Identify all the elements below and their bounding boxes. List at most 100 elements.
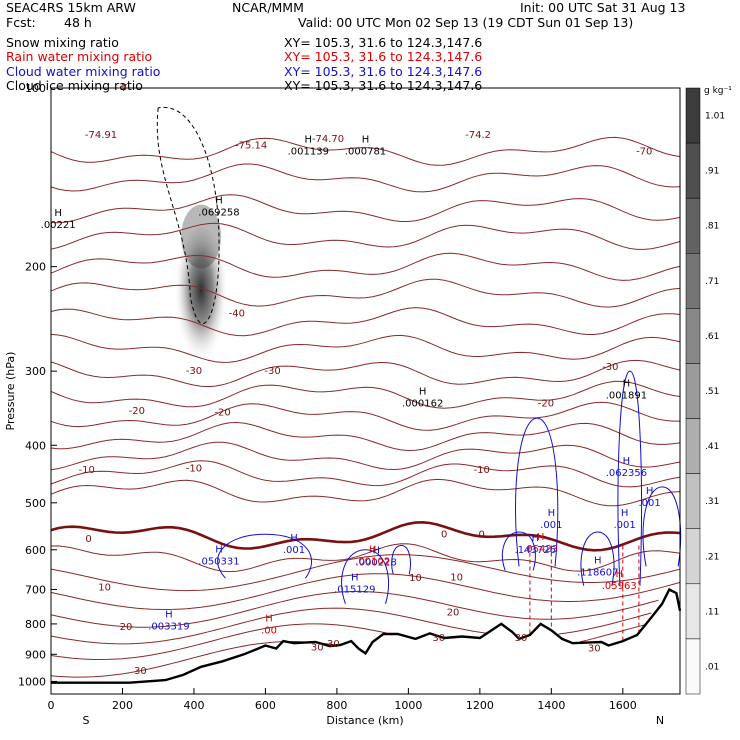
valid-time: Valid: 00 UTC Mon 02 Sep 13 (19 CDT Sun … xyxy=(298,15,634,30)
colorbar-unit: g kg⁻¹ xyxy=(704,86,732,96)
colorbar-swatch xyxy=(685,87,701,144)
contour-label: -74.70 xyxy=(312,134,344,145)
contour-label: -10 xyxy=(186,464,202,475)
contour-label: 30 xyxy=(134,666,147,677)
y-tick-label: 900 xyxy=(25,648,46,661)
maximum-value: .050331 xyxy=(198,557,239,568)
maximum-value: .05423 xyxy=(523,544,558,555)
model-title: SEAC4RS 15km ARW xyxy=(6,0,136,15)
maximum-value: .000228 xyxy=(356,557,397,568)
colorbar: 1.01 .91 .81 .71 .61 .51 .41 .31 .21 .11 .01 g kg⁻¹ xyxy=(685,86,732,695)
colorbar-swatch xyxy=(685,583,701,640)
contour-label: -75.14 xyxy=(235,141,267,152)
contour-label: -74.2 xyxy=(465,130,491,141)
cloud-water-contour-7 xyxy=(501,531,536,571)
colorbar-label: .01 xyxy=(705,662,719,672)
colorbar-label: .91 xyxy=(705,167,719,177)
temperature-contour-25 xyxy=(51,606,680,644)
contour-label: 10 xyxy=(98,583,111,594)
colorbar-label: .41 xyxy=(705,442,719,452)
colorbar-label: .31 xyxy=(705,497,719,507)
x-tick-label: 800 xyxy=(326,699,347,712)
contour-labels: -74.91 -7 -75.14 -74.70 -74.2 -70 -40 -30 -30 -30… xyxy=(41,83,661,677)
shaded-field-layer xyxy=(156,106,228,367)
maximum-value: .001 xyxy=(540,520,562,531)
contour-label: 30 xyxy=(327,639,340,650)
maximum-marker: H xyxy=(531,533,539,544)
contour-label: -20 xyxy=(214,407,230,418)
cloud-water-contours xyxy=(217,370,682,604)
maximum-marker: H xyxy=(372,545,380,556)
x-tick-label: 1000 xyxy=(394,699,422,712)
maximum-value: .118607 xyxy=(577,567,618,578)
cloud-water-contour-0 xyxy=(515,417,559,567)
maximum-value: .00221 xyxy=(41,220,76,231)
maximum-value: .143726 xyxy=(515,545,556,556)
contour-label: -70 xyxy=(636,147,652,158)
contour-label: 30 xyxy=(311,643,324,654)
maximum-value: .001 xyxy=(613,520,635,531)
maximum-value: .05963 xyxy=(602,581,637,592)
field-name-cloud-ice: Cloud ice mixing ratio xyxy=(6,78,143,93)
temperature-contour--60 xyxy=(50,222,681,250)
temperature-contour--35 xyxy=(50,359,681,388)
contour-label: -10 xyxy=(79,465,95,476)
temperature-contour-5 xyxy=(50,543,681,573)
cloud-water-contour-4 xyxy=(217,533,312,579)
south-label: S xyxy=(83,714,90,727)
contour-label: 0 xyxy=(478,529,484,540)
contour-label: 20 xyxy=(120,622,133,633)
x-tick-label: 400 xyxy=(183,699,204,712)
cloud-water-contour-2 xyxy=(642,486,682,567)
field-xy-cloud-water: XY= 105.3, 31.6 to 124.3,147.6 xyxy=(284,64,483,79)
contour-label: -30 xyxy=(264,366,280,377)
temperature-contour--10 xyxy=(50,460,681,488)
field-xy-rain: XY= 105.3, 31.6 to 124.3,147.6 xyxy=(284,49,483,64)
temperature-contour--55 xyxy=(50,252,681,281)
temperature-contour-0 xyxy=(50,520,681,552)
y-tick-label: 400 xyxy=(25,439,46,452)
maximum-marker: H xyxy=(623,379,631,390)
x-tick-label: 200 xyxy=(112,699,133,712)
maximum-marker: H xyxy=(362,135,370,146)
field-name-cloud-water: Cloud water mixing ratio xyxy=(6,64,161,79)
forecast-hours: 48 h xyxy=(64,15,92,30)
plot-frame xyxy=(50,87,681,695)
north-label: N xyxy=(656,714,664,727)
contour-label: 0 xyxy=(85,534,91,545)
colorbar-swatch xyxy=(685,142,701,199)
cloud-ice-shading xyxy=(175,226,228,367)
maximum-value: .001139 xyxy=(288,147,329,158)
contour-label: 30 xyxy=(515,633,528,644)
maximum-value: .00 xyxy=(261,625,277,636)
field-name-snow: Snow mixing ratio xyxy=(6,35,119,50)
contour-label: 20 xyxy=(447,607,460,618)
colorbar-label: .61 xyxy=(705,332,719,342)
temperature-contour--65 xyxy=(50,194,681,224)
axes: 0 200 400 600 800 1000 1200 1400 160010020030040… xyxy=(18,82,637,712)
field-name-rain: Rain water mixing ratio xyxy=(6,49,153,64)
colorbar-swatch xyxy=(685,418,701,474)
maximum-value: .062356 xyxy=(606,468,647,479)
maximum-value: .003319 xyxy=(148,621,189,632)
contour-label: -40 xyxy=(229,309,245,320)
colorbar-swatch xyxy=(685,473,701,529)
maximum-value: .015129 xyxy=(334,585,375,596)
contour-label: 30 xyxy=(588,643,601,654)
maximum-value: .069258 xyxy=(198,207,239,218)
maximum-marker: H xyxy=(305,135,313,146)
temperature-contour-10 xyxy=(50,554,681,592)
maximum-marker: H xyxy=(215,545,223,556)
temperature-contour-15 xyxy=(50,573,681,611)
maximum-marker: H xyxy=(165,609,173,620)
colorbar-swatch xyxy=(685,308,701,364)
maximum-marker: H xyxy=(623,456,631,467)
contour-label: 30 xyxy=(432,633,445,644)
maximum-value: .000162 xyxy=(402,398,443,409)
x-tick-label: 1600 xyxy=(609,699,637,712)
y-tick-label: 700 xyxy=(25,584,46,597)
cloud-water-contour-3 xyxy=(580,531,615,586)
maximum-marker: H xyxy=(615,569,623,580)
colorbar-label: .71 xyxy=(705,277,719,287)
